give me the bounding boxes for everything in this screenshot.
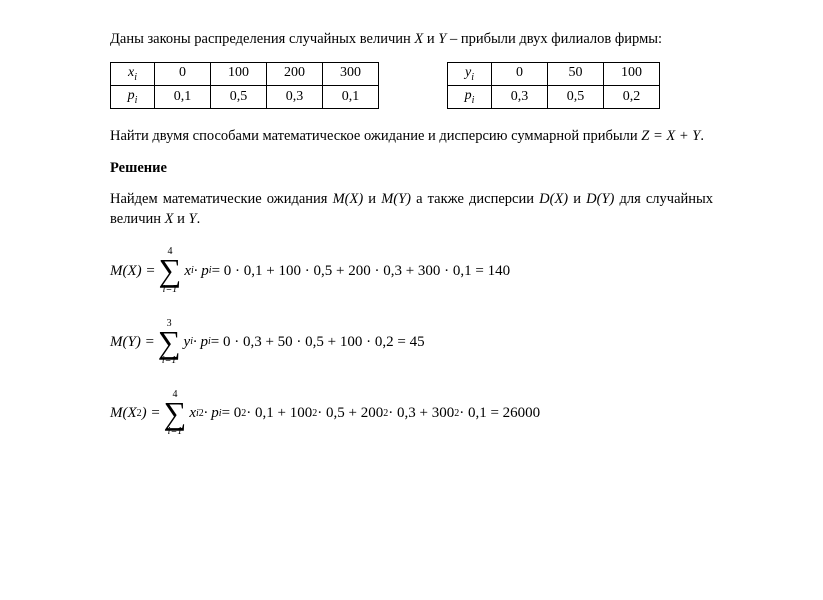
x-header-sub: i (134, 71, 137, 82)
cell-x-0: 0 (155, 62, 211, 85)
table-row: xi 0 100 200 300 (111, 62, 379, 85)
cell-y-2: 100 (604, 62, 660, 85)
cell-py-1: 0,5 (548, 85, 604, 108)
py-header-text: p (465, 88, 472, 103)
p-header-sub: i (135, 95, 138, 106)
cell-header-y: yi (448, 62, 492, 85)
p2-c: а также дисперсии (411, 191, 539, 207)
mx2-rhs-b: · 0,1 + 100 (246, 403, 312, 423)
sigma-icon: 4 ∑ i=1 (159, 247, 182, 294)
y-header-sub: i (471, 71, 474, 82)
p2-f: и (174, 211, 189, 227)
intro-text-b: и (423, 31, 438, 47)
p-header-text: p (128, 88, 135, 103)
p2-xx: X (165, 211, 174, 227)
intro-text-a: Даны законы распределения случайных вели… (110, 31, 414, 47)
formula-mx: M(X) = 4 ∑ i=1 xi · pi = 0 · 0,1 + 100 ·… (110, 247, 713, 294)
mx2-rhs-c: · 0,5 + 200 (317, 403, 383, 423)
mx-mid: · p (194, 261, 209, 281)
cell-px-1: 0,5 (211, 85, 267, 108)
py-header-sub: i (472, 95, 475, 106)
solution-heading: Решение (110, 159, 713, 179)
cell-px-0: 0,1 (155, 85, 211, 108)
cell-px-2: 0,3 (267, 85, 323, 108)
cell-header-p-y: pi (448, 85, 492, 108)
mx2-mid: · p (204, 403, 219, 423)
cell-header-x: xi (111, 62, 155, 85)
cell-px-3: 0,1 (323, 85, 379, 108)
tables-row: xi 0 100 200 300 pi 0,1 0,5 0,3 0,1 yi 0… (110, 62, 713, 110)
solution-intro: Найдем математические ожидания M(X) и M(… (110, 190, 713, 229)
my-mid: · p (193, 332, 208, 352)
task-paragraph: Найти двумя способами математическое ожи… (110, 127, 713, 147)
mx2-rhs-d: · 0,3 + 300 (388, 403, 454, 423)
my-term: y (184, 332, 191, 352)
p2-dy: D(Y) (586, 191, 614, 207)
p2-g: . (197, 211, 201, 227)
sigma-icon: 3 ∑ i=1 (158, 319, 181, 366)
task-dot: . (700, 128, 704, 144)
mx2-lhs-b: ) = (142, 403, 161, 423)
task-formula: Z = X + Y (641, 128, 700, 144)
sigma-symbol: ∑ (158, 329, 181, 356)
distribution-table-x: xi 0 100 200 300 pi 0,1 0,5 0,3 0,1 (110, 62, 379, 110)
formula-mx2: M(X2) = 4 ∑ i=1 xi2 · pi = 02 · 0,1 + 10… (110, 390, 713, 437)
intro-text-c: – прибыли двух филиалов фирмы: (446, 31, 662, 47)
cell-x-1: 100 (211, 62, 267, 85)
intro-paragraph: Даны законы распределения случайных вели… (110, 30, 713, 50)
my-rhs: = 0 · 0,3 + 50 · 0,5 + 100 · 0,2 = 45 (211, 332, 425, 352)
cell-y-0: 0 (492, 62, 548, 85)
sigma-bot: i=1 (163, 285, 178, 295)
sigma-symbol: ∑ (159, 257, 182, 284)
p2-my: M(Y) (381, 191, 411, 207)
sigma-icon: 4 ∑ i=1 (164, 390, 187, 437)
p2-dx: D(X) (539, 191, 568, 207)
cell-py-0: 0,3 (492, 85, 548, 108)
p2-yy: Y (189, 211, 197, 227)
formula-my: M(Y) = 3 ∑ i=1 yi · pi = 0 · 0,3 + 50 · … (110, 319, 713, 366)
p2-d: и (568, 191, 586, 207)
cell-y-1: 50 (548, 62, 604, 85)
cell-py-2: 0,2 (604, 85, 660, 108)
mx2-rhs-a: = 0 (222, 403, 242, 423)
p2-b: и (363, 191, 381, 207)
my-lhs: M(Y) = (110, 332, 155, 352)
cell-x-2: 200 (267, 62, 323, 85)
mx2-rhs-e: · 0,1 = 26000 (459, 403, 540, 423)
cell-x-3: 300 (323, 62, 379, 85)
mx-rhs: = 0 · 0,1 + 100 · 0,5 + 200 · 0,3 + 300 … (212, 261, 511, 281)
mx-lhs: M(X) = (110, 261, 156, 281)
table-row: pi 0,1 0,5 0,3 0,1 (111, 85, 379, 108)
table-row: pi 0,3 0,5 0,2 (448, 85, 660, 108)
table-row: yi 0 50 100 (448, 62, 660, 85)
cell-header-p-x: pi (111, 85, 155, 108)
mx2-lhs-a: M(X (110, 403, 137, 423)
task-text: Найти двумя способами математическое ожи… (110, 128, 641, 144)
distribution-table-y: yi 0 50 100 pi 0,3 0,5 0,2 (447, 62, 660, 110)
sigma-symbol: ∑ (164, 400, 187, 427)
p2-a: Найдем математические ожидания (110, 191, 333, 207)
sigma-bot: i=1 (162, 356, 177, 366)
var-x: X (414, 31, 423, 47)
sigma-bot: i=1 (168, 427, 183, 437)
mx-term: x (184, 261, 191, 281)
mx2-term: x (189, 403, 196, 423)
p2-mx: M(X) (333, 191, 364, 207)
